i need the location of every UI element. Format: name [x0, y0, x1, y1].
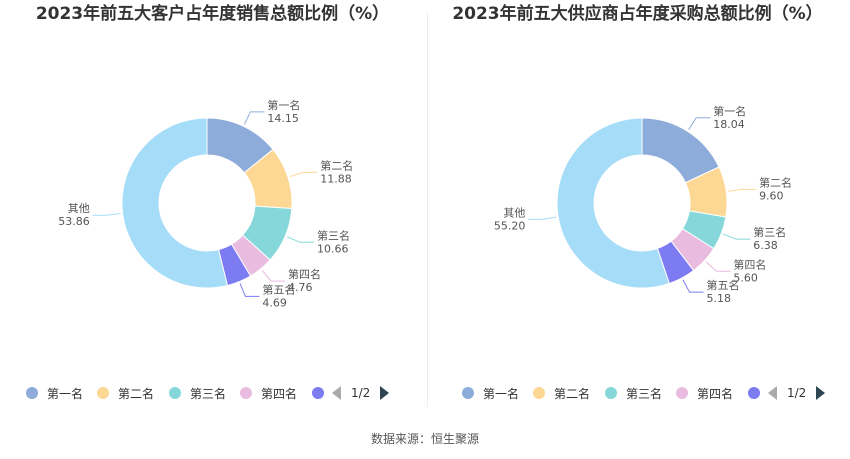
slice-value-label: 4.76	[288, 281, 313, 294]
legend-label: 第二名	[554, 386, 591, 401]
label-leader-line	[286, 236, 315, 243]
legend-color-dot	[462, 387, 474, 399]
slice-category-label: 其他	[68, 202, 90, 215]
pager-prev-arrow-icon[interactable]	[332, 386, 341, 400]
legend-item-rank-1[interactable]: 第一名	[462, 383, 519, 403]
slice-category-label: 第五名	[706, 278, 739, 292]
slice-value-label: 11.88	[320, 172, 352, 185]
supplier-chart-panel: 2023年前五大供应商占年度采购总额比例（%） 第一名 18.04 第二名 9.60 第…	[425, 0, 850, 410]
pager-page-text: 1/2	[787, 386, 807, 400]
slice-value-label: 4.69	[262, 296, 287, 309]
label-leader-line	[688, 117, 711, 130]
slice-category-label: 第四名	[733, 257, 766, 271]
legend-item-rank-3[interactable]: 第三名	[605, 383, 662, 403]
legend-color-dot	[676, 387, 688, 399]
donut-slice[interactable]	[121, 117, 229, 289]
legend-color-dot	[240, 387, 252, 399]
legend-color-dot	[533, 387, 545, 399]
slice-value-label: 5.18	[706, 292, 731, 305]
legend-item-rank-1[interactable]: 第一名	[26, 383, 83, 403]
label-leader-line	[261, 269, 286, 282]
legend-color-dot	[605, 387, 617, 399]
slice-value-label: 9.60	[759, 189, 784, 202]
legend-label: 第三名	[190, 386, 227, 401]
label-leader-line	[289, 171, 318, 178]
label-leader-line	[705, 261, 731, 272]
legend-label: 第四名	[697, 386, 734, 401]
legend-item-rank-4[interactable]: 第四名	[676, 383, 733, 403]
legend-color-dot	[26, 387, 38, 399]
slice-category-label: 第一名	[713, 104, 746, 118]
legend-color-dot	[97, 387, 109, 399]
pager-page-text: 1/2	[351, 386, 371, 400]
pager-prev-arrow-icon[interactable]	[768, 386, 777, 400]
slice-category-label: 第二名	[759, 175, 792, 189]
legend-item-rank-2[interactable]: 第二名	[533, 383, 590, 403]
legend-item-rank-3[interactable]: 第三名	[169, 383, 226, 403]
legend-item-rank-4[interactable]: 第四名	[240, 383, 297, 403]
slice-value-label: 6.38	[753, 239, 778, 252]
legend-color-dot	[169, 387, 181, 399]
donut-slice[interactable]	[556, 117, 670, 289]
slice-category-label: 其他	[503, 206, 525, 219]
legend-label: 第一名	[47, 386, 84, 401]
legend-color-dot	[312, 387, 324, 399]
slice-value-label: 53.86	[58, 215, 90, 228]
label-leader-line	[239, 283, 260, 297]
legend-pager: 1/2	[332, 383, 390, 403]
slice-value-label: 55.20	[494, 219, 526, 232]
label-leader-line	[728, 188, 757, 192]
pager-next-arrow-icon[interactable]	[816, 386, 826, 400]
legend-pager: 1/2	[768, 383, 826, 403]
slice-category-label: 第三名	[753, 225, 786, 239]
slice-value-label: 18.04	[713, 118, 745, 131]
label-leader-line	[528, 216, 557, 220]
chart-legend: 第一名 第二名 第三名 第四名 1/2	[0, 383, 425, 405]
legend-color-dot	[748, 387, 760, 399]
chart-title: 2023年前五大供应商占年度采购总额比例（%）	[452, 4, 823, 24]
legend-label: 第一名	[483, 386, 520, 401]
slice-category-label: 第二名	[320, 158, 353, 172]
label-leader-line	[243, 111, 265, 125]
pager-next-arrow-icon[interactable]	[380, 386, 390, 400]
chart-title: 2023年前五大客户占年度销售总额比例（%）	[35, 4, 390, 24]
legend-label: 第四名	[261, 386, 298, 401]
slice-category-label: 第三名	[317, 228, 350, 242]
legend-item-rank-5-partial[interactable]	[312, 383, 324, 403]
slice-category-label: 第五名	[262, 282, 295, 296]
chart-legend: 第一名 第二名 第三名 第四名 1/2	[425, 383, 850, 405]
slice-value-label: 10.66	[317, 242, 349, 255]
label-leader-line	[682, 279, 704, 293]
slice-value-label: 14.15	[267, 112, 299, 125]
panel-divider	[427, 12, 428, 407]
slice-category-label: 第四名	[288, 267, 321, 281]
label-leader-line	[92, 213, 121, 216]
legend-label: 第二名	[118, 386, 155, 401]
data-source-note: 数据来源：恒生聚源	[370, 432, 479, 446]
legend-label: 第三名	[626, 386, 663, 401]
label-leader-line	[723, 233, 751, 240]
slice-category-label: 第一名	[267, 98, 300, 112]
legend-item-rank-2[interactable]: 第二名	[97, 383, 154, 403]
slice-value-label: 5.60	[733, 271, 758, 284]
customer-chart-panel: 2023年前五大客户占年度销售总额比例（%） 第一名 14.15 第二名 11.88 第…	[0, 0, 425, 410]
legend-item-rank-5-partial[interactable]	[748, 383, 760, 403]
